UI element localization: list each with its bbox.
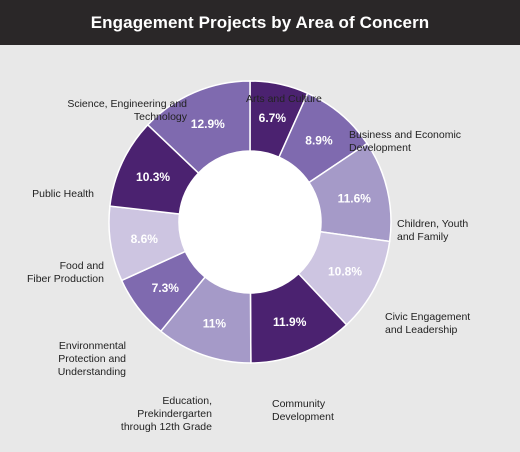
category-label: Civic Engagement and Leadership <box>385 311 471 336</box>
slice-value-label: 11.9% <box>273 315 307 329</box>
slice-value-label: 7.3% <box>152 281 180 295</box>
slice-value-label: 6.7% <box>259 111 287 125</box>
category-label: Children, Youth and Family <box>397 218 469 243</box>
chart-title: Engagement Projects by Area of Concern <box>90 12 430 32</box>
header-bar: Engagement Projects by Area of Concern <box>0 0 520 45</box>
slice-value-label: 11% <box>203 316 227 330</box>
slice-value-label: 8.6% <box>131 232 159 246</box>
category-label: Education, Prekindergarten through 12th Gr… <box>120 395 212 433</box>
donut-hole <box>179 151 321 293</box>
slice-value-label: 10.8% <box>328 265 362 279</box>
category-label: Science, Engineering and Technology <box>67 98 187 123</box>
slice-value-label: 11.6% <box>338 192 372 206</box>
slice-value-label: 12.9% <box>191 117 225 131</box>
category-label: Environmental Protection and Understanding <box>57 340 126 378</box>
category-label: Business and Economic Development <box>349 129 462 154</box>
category-label: Public Health <box>32 188 94 200</box>
slice-value-label: 8.9% <box>305 134 333 148</box>
donut-chart: 6.7% 8.9% 11.6% 10.8% 11.9% 11% 7.3% 8.6% 10.3% 1… <box>108 80 392 364</box>
category-label: Community Development <box>272 398 334 423</box>
chart-panel: 6.7% 8.9% 11.6% 10.8% 11.9% 11% 7.3% 8.6% 10.3% 1… <box>0 45 520 452</box>
slice-value-label: 10.3% <box>136 170 170 184</box>
category-label: Arts and Culture <box>246 93 322 105</box>
category-label: Food and Fiber Production <box>26 260 104 285</box>
